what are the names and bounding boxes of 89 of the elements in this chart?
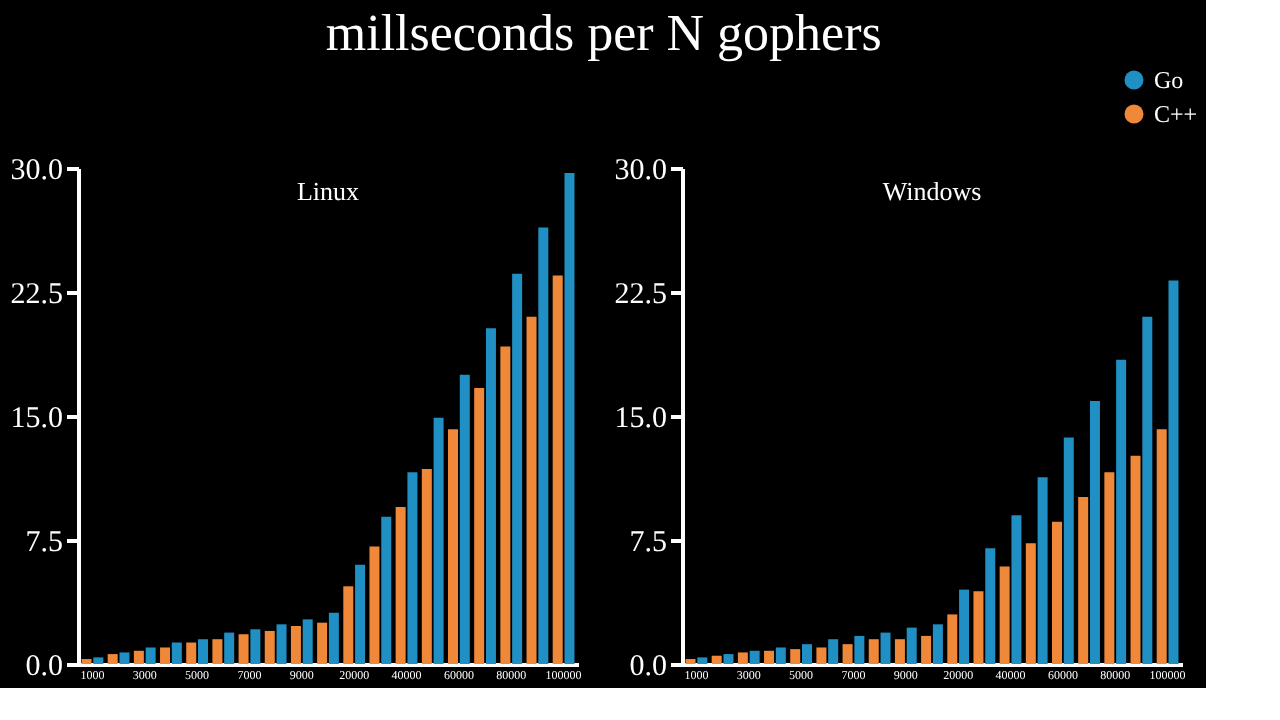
bar: [328, 612, 339, 664]
bar: [723, 654, 734, 664]
bar: [790, 649, 801, 664]
bar: [250, 629, 261, 664]
y-tick-label: 0.0: [25, 651, 63, 683]
bar: [93, 657, 104, 664]
bar: [1078, 497, 1089, 664]
bar: [276, 624, 287, 664]
bar: [186, 642, 197, 664]
bar: [749, 650, 760, 664]
bar: [1052, 521, 1062, 664]
bar: [894, 639, 905, 664]
bar: [880, 632, 891, 664]
bar: [985, 548, 996, 664]
bar: [947, 614, 958, 664]
bar: [171, 642, 182, 664]
y-tick-label: 30.0: [614, 155, 667, 187]
bar: [355, 564, 366, 664]
bar: [133, 650, 144, 664]
bar: [264, 630, 275, 664]
bar: [538, 227, 549, 664]
bar: [764, 650, 775, 664]
bar: [119, 652, 130, 664]
bar: [973, 591, 984, 664]
bar: [343, 586, 354, 664]
chart-subtitle: Linux: [296, 176, 361, 206]
bar: [906, 627, 917, 664]
bar: [107, 654, 118, 664]
bar: [1063, 437, 1074, 664]
bar: [1168, 280, 1179, 664]
bar: [1011, 515, 1022, 664]
bar: [1025, 543, 1036, 664]
bar: [500, 346, 511, 664]
bar: [854, 635, 865, 664]
bar: [564, 172, 575, 664]
y-tick-label: 30.0: [10, 155, 63, 187]
bar: [842, 644, 853, 664]
bar: [381, 516, 392, 664]
bar: [290, 625, 301, 664]
y-tick-label: 0.0: [629, 651, 667, 683]
bar: [697, 657, 708, 664]
bar: [407, 472, 418, 664]
y-tick-label: 22.5: [10, 279, 63, 311]
bar: [1116, 359, 1127, 664]
bar: [224, 632, 235, 664]
bar: [868, 639, 879, 664]
bar: [198, 639, 208, 664]
bar: [512, 273, 523, 664]
bar: [459, 374, 470, 664]
bar: [1156, 429, 1167, 664]
y-tick-label: 7.5: [629, 527, 667, 559]
chart-subtitle: Windows: [882, 176, 982, 206]
bar: [816, 647, 827, 664]
bar: [145, 647, 156, 664]
bar: [921, 635, 932, 664]
bar: [212, 639, 223, 664]
bar: [474, 387, 485, 664]
bar: [1089, 401, 1100, 664]
y-tick-label: 15.0: [614, 403, 667, 435]
y-tick-label: 15.0: [10, 403, 63, 435]
bar: [317, 622, 328, 664]
bar: [999, 566, 1010, 664]
bar: [1104, 472, 1115, 664]
bar: [1037, 477, 1048, 664]
bar: [433, 417, 444, 664]
bar: [448, 429, 458, 664]
bar: [711, 655, 722, 664]
y-tick-label: 7.5: [25, 527, 63, 559]
bar: [932, 624, 943, 664]
bar: [421, 468, 432, 664]
legend-label: Go: [1154, 66, 1184, 94]
bar: [959, 589, 970, 664]
bar: [1142, 316, 1153, 664]
bar: [238, 634, 249, 664]
bar: [802, 644, 812, 664]
bar: [828, 639, 839, 664]
y-tick-label: 22.5: [614, 279, 667, 311]
bar: [395, 506, 406, 664]
legend-label: C++: [1154, 100, 1198, 128]
chart-title: millseconds per N gophers: [325, 4, 882, 62]
bar: [775, 647, 786, 664]
bar: [1130, 455, 1141, 664]
bar: [302, 619, 313, 664]
bar: [737, 652, 748, 664]
bar: [485, 328, 496, 664]
bar: [552, 275, 563, 664]
bar: [369, 546, 380, 664]
bar: [526, 316, 537, 664]
bar: [160, 647, 171, 664]
